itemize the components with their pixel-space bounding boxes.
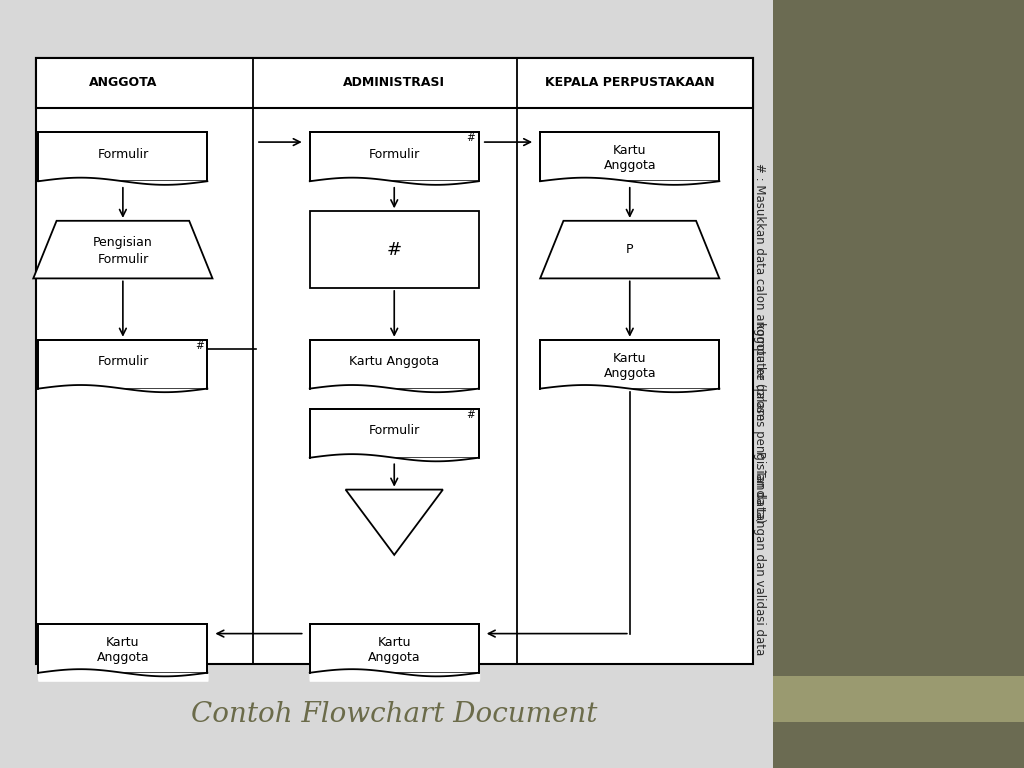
- Text: Formulir: Formulir: [97, 147, 148, 161]
- Text: Kartu Anggota: Kartu Anggota: [349, 355, 439, 368]
- Bar: [541, 339, 719, 389]
- Bar: [773, 722, 1024, 768]
- Text: # : Masukkan data calon anggota ke dalam: # : Masukkan data calon anggota ke dalam: [753, 164, 766, 420]
- Text: #: #: [195, 341, 204, 351]
- Text: #: #: [466, 134, 475, 144]
- Bar: [309, 624, 479, 673]
- Text: Kartu: Kartu: [613, 352, 646, 365]
- Text: Anggota: Anggota: [603, 160, 656, 172]
- Text: Kartu: Kartu: [106, 636, 139, 649]
- Bar: [773, 676, 1024, 768]
- Text: Pengisian: Pengisian: [93, 237, 153, 249]
- Text: KEPALA PERPUSTAKAAN: KEPALA PERPUSTAKAAN: [545, 76, 715, 89]
- Text: ANGGOTA: ANGGOTA: [89, 76, 157, 89]
- Bar: [309, 339, 479, 389]
- Text: P: P: [626, 243, 634, 256]
- Bar: [38, 624, 207, 673]
- Bar: [309, 211, 479, 288]
- Text: #: #: [387, 240, 401, 259]
- Bar: [36, 58, 753, 108]
- Text: Formulir: Formulir: [369, 147, 420, 161]
- Polygon shape: [541, 221, 719, 279]
- Text: Anggota: Anggota: [603, 367, 656, 379]
- Polygon shape: [346, 490, 442, 554]
- Text: Formulir: Formulir: [97, 253, 148, 266]
- Bar: [36, 58, 753, 664]
- Bar: [773, 0, 1024, 676]
- Bar: [309, 132, 479, 181]
- Text: Contoh Flowchart Document: Contoh Flowchart Document: [191, 700, 597, 728]
- Text: ADMINISTRASI: ADMINISTRASI: [343, 76, 445, 89]
- Text: Kartu: Kartu: [378, 636, 411, 649]
- Text: #: #: [466, 410, 475, 420]
- Text: Formulir: Formulir: [97, 355, 148, 368]
- Text: Anggota: Anggota: [96, 651, 150, 664]
- Bar: [38, 339, 207, 389]
- Text: Kartu: Kartu: [613, 144, 646, 157]
- Text: Anggota: Anggota: [368, 651, 421, 664]
- Text: P : Tanda tangan dan validasi data: P : Tanda tangan dan validasi data: [753, 451, 766, 655]
- Bar: [38, 132, 207, 181]
- Text: Formulir: Formulir: [369, 424, 420, 437]
- Text: komputer (proses pengisian data): komputer (proses pengisian data): [753, 322, 766, 523]
- Bar: [541, 132, 719, 181]
- Bar: [309, 409, 479, 458]
- Polygon shape: [33, 221, 213, 279]
